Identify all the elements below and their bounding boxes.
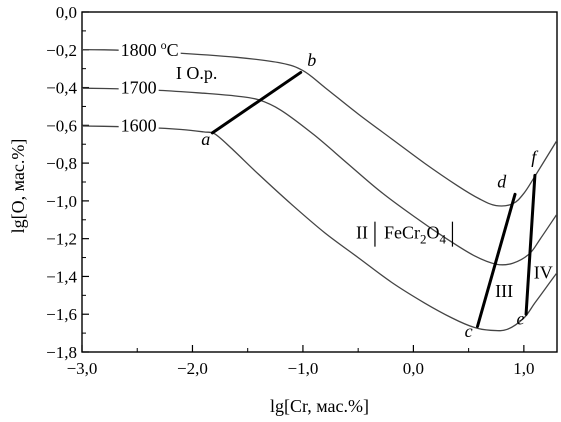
- y-tick-label: −0,2: [46, 41, 77, 60]
- isotherm-label: 1600: [121, 115, 157, 135]
- y-tick-label: −0,8: [46, 154, 77, 173]
- y-tick-label: −1,6: [46, 305, 77, 324]
- region-label: III: [495, 281, 513, 301]
- region-label: IV: [534, 262, 553, 282]
- isotherm-curve: [82, 125, 557, 332]
- y-tick-label: −1,2: [46, 230, 77, 249]
- isotherm-label: 1800 oC: [121, 38, 179, 60]
- x-tick-label: −2,0: [177, 359, 208, 378]
- y-tick-label: −1,0: [46, 192, 77, 211]
- y-tick-label: −0,4: [46, 79, 77, 98]
- boundary-line: [524, 173, 537, 316]
- y-axis-label: lg[O, мас.%]: [8, 139, 28, 234]
- y-tick-label: −0,6: [46, 116, 77, 135]
- x-tick-label: 0,0: [403, 359, 424, 378]
- y-tick-label: −1,8: [46, 343, 77, 362]
- phase-boundaries: [210, 70, 537, 328]
- isotherm-label: 1700: [121, 78, 157, 98]
- point-label: a: [201, 129, 210, 149]
- y-ticks: 0,0 −0,2 −0,4 −0,6 −0,8 −1,0 −1,2 −1,4 −1,6 −1,8: [46, 3, 89, 362]
- point-label: e: [517, 309, 525, 329]
- isotherm-curve: [82, 48, 557, 207]
- x-ticks: −3,0 −2,0 −1,0 0,0 1,0: [67, 345, 534, 378]
- curves: [82, 48, 557, 332]
- boundary-line: [475, 192, 517, 328]
- isotherm-curve: [82, 87, 557, 266]
- point-label: b: [307, 50, 316, 70]
- x-axis-label: lg[Cr, мас.%]: [270, 396, 369, 416]
- boundary-line: [210, 70, 303, 135]
- y-tick-label: 0,0: [56, 3, 77, 22]
- point-label: c: [465, 321, 473, 341]
- x-tick-label: −1,0: [288, 359, 319, 378]
- point-label: d: [497, 172, 507, 192]
- point-label: f: [531, 147, 539, 167]
- labels: 1800 oC 1700 1600 a b c d e f I O.p. III IV II FeCr2O4: [118, 37, 553, 341]
- x-tick-label: 1,0: [513, 359, 534, 378]
- region-label-ii: II FeCr2O4: [356, 223, 447, 247]
- x-tick-label: −3,0: [67, 359, 98, 378]
- region-label: I O.p.: [176, 63, 218, 83]
- y-tick-label: −1,4: [46, 267, 77, 286]
